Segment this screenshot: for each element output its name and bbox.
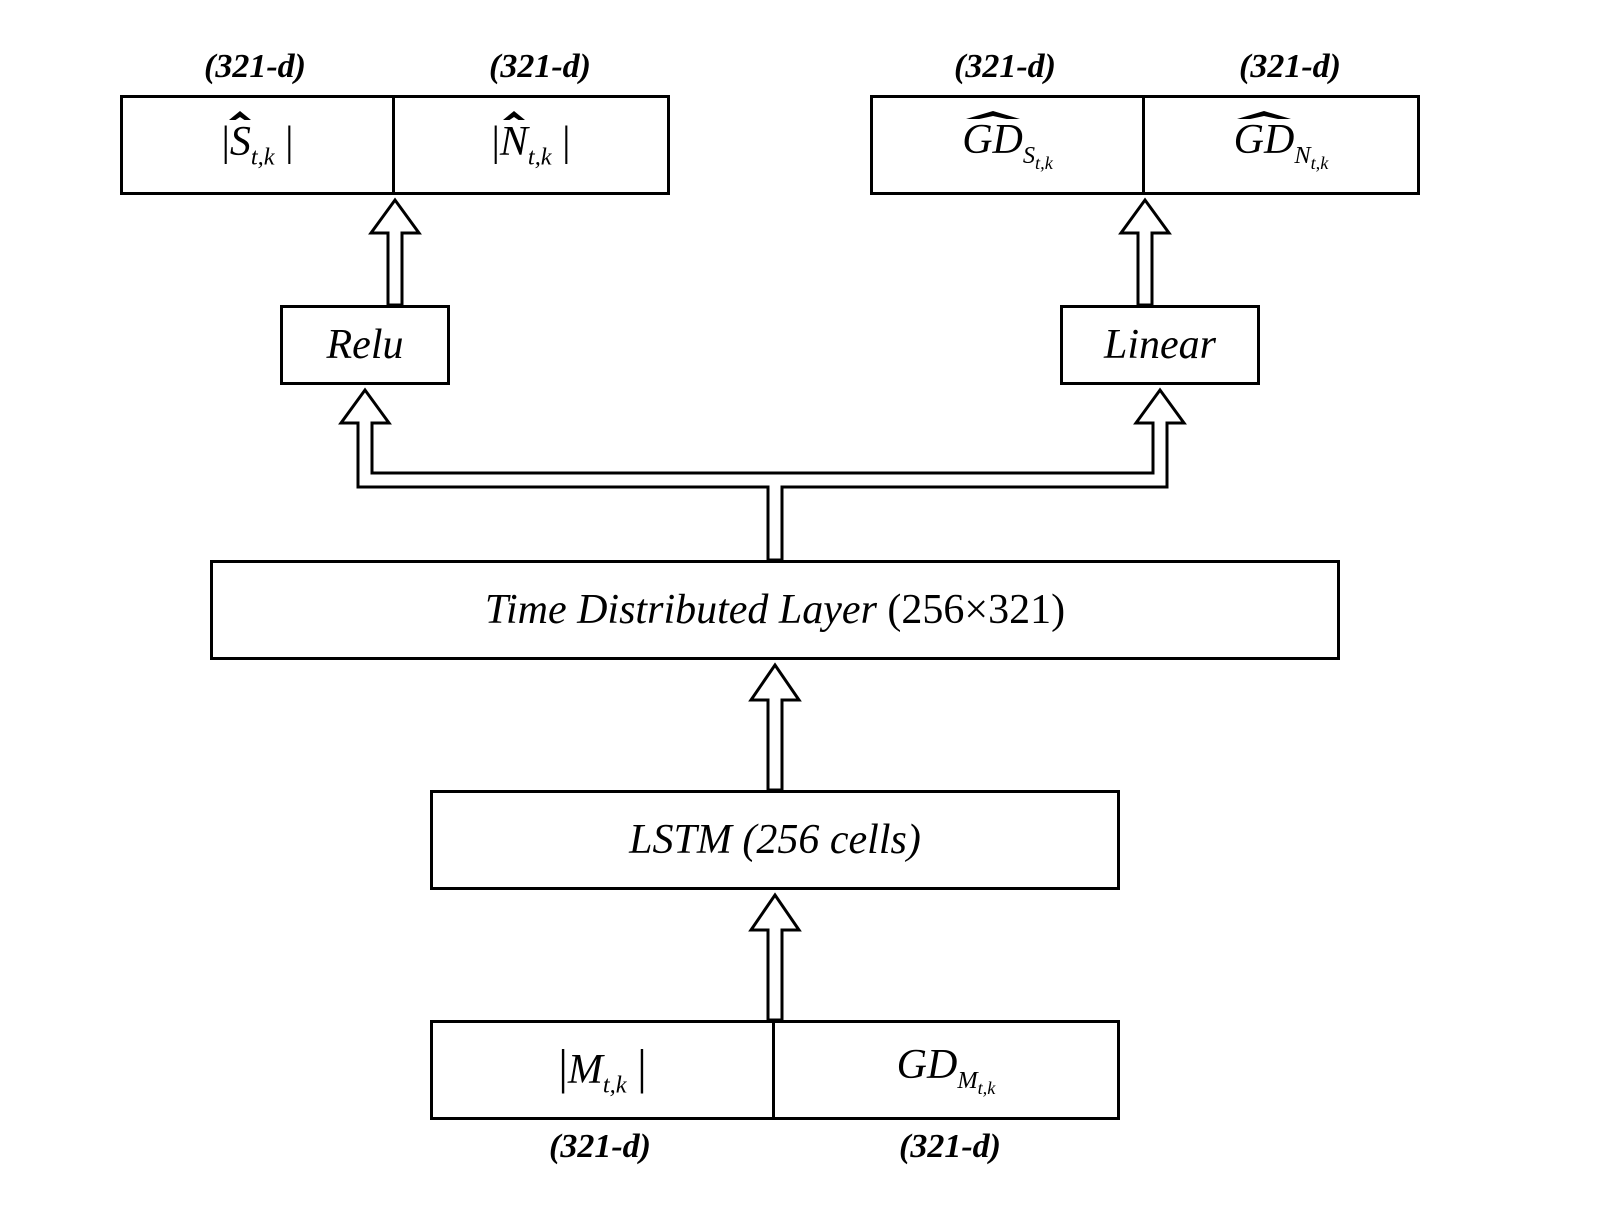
arrow-linear-to-outputs <box>1121 200 1169 305</box>
arrow-tdl-fork <box>341 390 1184 560</box>
arrow-relu-to-outputs <box>371 200 419 305</box>
arrows-layer <box>0 0 1606 1220</box>
arrow-lstm-to-tdl <box>751 665 799 790</box>
arrow-input-to-lstm <box>751 895 799 1020</box>
